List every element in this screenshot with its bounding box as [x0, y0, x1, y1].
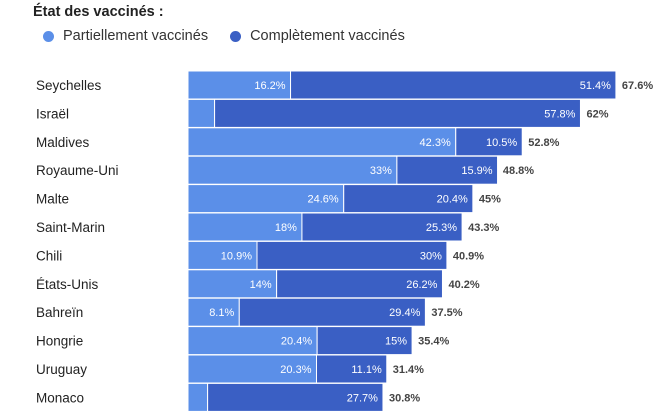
category-label: Hongrie [36, 334, 83, 349]
bar-segment-complete[interactable] [290, 70, 617, 100]
segment-value-label: 20.4% [281, 336, 312, 348]
category-label: Royaume-Uni [36, 163, 119, 178]
segment-value-label: 14% [250, 279, 272, 291]
chart-title: État des vaccinés : [33, 4, 164, 20]
bar-segment-complete[interactable] [207, 382, 384, 412]
segment-value-label: 16.2% [254, 80, 285, 92]
legend-label-complete: Complètement vaccinés [250, 28, 405, 44]
segment-value-label: 24.6% [308, 194, 339, 206]
legend-swatch-complete [230, 30, 242, 42]
segment-value-label: 15.9% [461, 165, 492, 177]
segment-value-label: 15% [385, 336, 407, 348]
category-label: Israël [36, 106, 69, 121]
segment-value-label: 20.4% [437, 194, 468, 206]
segment-value-label: 57.8% [544, 108, 575, 120]
category-label: Bahreïn [36, 305, 83, 320]
bar-segment-partial[interactable] [187, 240, 258, 270]
segment-value-label: 20.3% [280, 364, 311, 376]
bar-segment-partial[interactable] [187, 326, 318, 356]
bar-segment-complete[interactable] [214, 98, 581, 128]
bar-segment-partial[interactable] [187, 127, 457, 157]
legend-item-complete[interactable]: Complètement vaccinés [230, 28, 405, 44]
bar-segment-complete[interactable] [455, 127, 523, 157]
bar-segment-partial[interactable] [187, 382, 209, 412]
category-label: Uruguay [36, 362, 87, 377]
total-value-label: 62% [586, 108, 608, 120]
segment-value-label: 10.9% [221, 250, 252, 262]
bar-segment-partial[interactable] [187, 354, 317, 384]
category-label: Seychelles [36, 78, 102, 93]
bar-segment-partial[interactable] [187, 155, 398, 185]
category-label: États-Unis [36, 277, 99, 292]
segment-value-label: 26.2% [406, 279, 437, 291]
total-value-label: 52.8% [528, 137, 559, 149]
total-value-label: 40.2% [448, 279, 479, 291]
bar-segment-complete[interactable] [276, 269, 443, 299]
bar-segment-complete[interactable] [315, 354, 388, 384]
total-value-label: 48.8% [503, 165, 534, 177]
legend-label-partial: Partiellement vaccinés [63, 28, 209, 44]
segment-value-label: 51.4% [580, 80, 611, 92]
legend-swatch-partial [43, 30, 54, 42]
bar-segment-partial[interactable] [187, 70, 292, 100]
segment-value-label: 18% [275, 222, 297, 234]
bar-segment-complete[interactable] [343, 184, 474, 214]
category-label: Chili [36, 248, 62, 263]
segment-value-label: 42.3% [420, 137, 451, 149]
legend-item-partial[interactable]: Partiellement vaccinés [43, 28, 208, 44]
total-value-label: 45% [479, 194, 501, 206]
category-label: Malte [36, 192, 69, 207]
segment-value-label: 29.4% [389, 307, 420, 319]
segment-value-label: 27.7% [347, 392, 378, 404]
bar-segment-complete[interactable] [256, 240, 448, 270]
category-label: Maldives [36, 135, 90, 150]
legend: Partiellement vaccinés Complètement vacc… [43, 28, 405, 44]
total-value-label: 37.5% [431, 307, 462, 319]
segment-value-label: 8.1% [209, 307, 234, 319]
bar-segment-complete[interactable] [301, 212, 463, 242]
total-value-label: 40.9% [453, 250, 484, 262]
category-label: Saint-Marin [36, 220, 105, 235]
bar-segment-partial[interactable] [187, 98, 216, 128]
total-value-label: 31.4% [393, 364, 424, 376]
segment-value-label: 11.1% [351, 364, 382, 376]
category-label: Monaco [36, 390, 84, 405]
segment-value-label: 10.5% [486, 137, 517, 149]
segment-value-label: 30% [420, 250, 442, 262]
total-value-label: 35.4% [418, 336, 449, 348]
bar-segment-complete[interactable] [316, 326, 413, 356]
total-value-label: 30.8% [389, 392, 420, 404]
segment-value-label: 25.3% [426, 222, 457, 234]
total-value-label: 67.6% [622, 80, 653, 92]
bar-segment-complete[interactable] [396, 155, 499, 185]
bar-segment-partial[interactable] [187, 297, 240, 327]
bar-segment-partial[interactable] [187, 212, 303, 242]
total-value-label: 43.3% [468, 222, 499, 234]
segment-value-label: 33% [370, 165, 392, 177]
